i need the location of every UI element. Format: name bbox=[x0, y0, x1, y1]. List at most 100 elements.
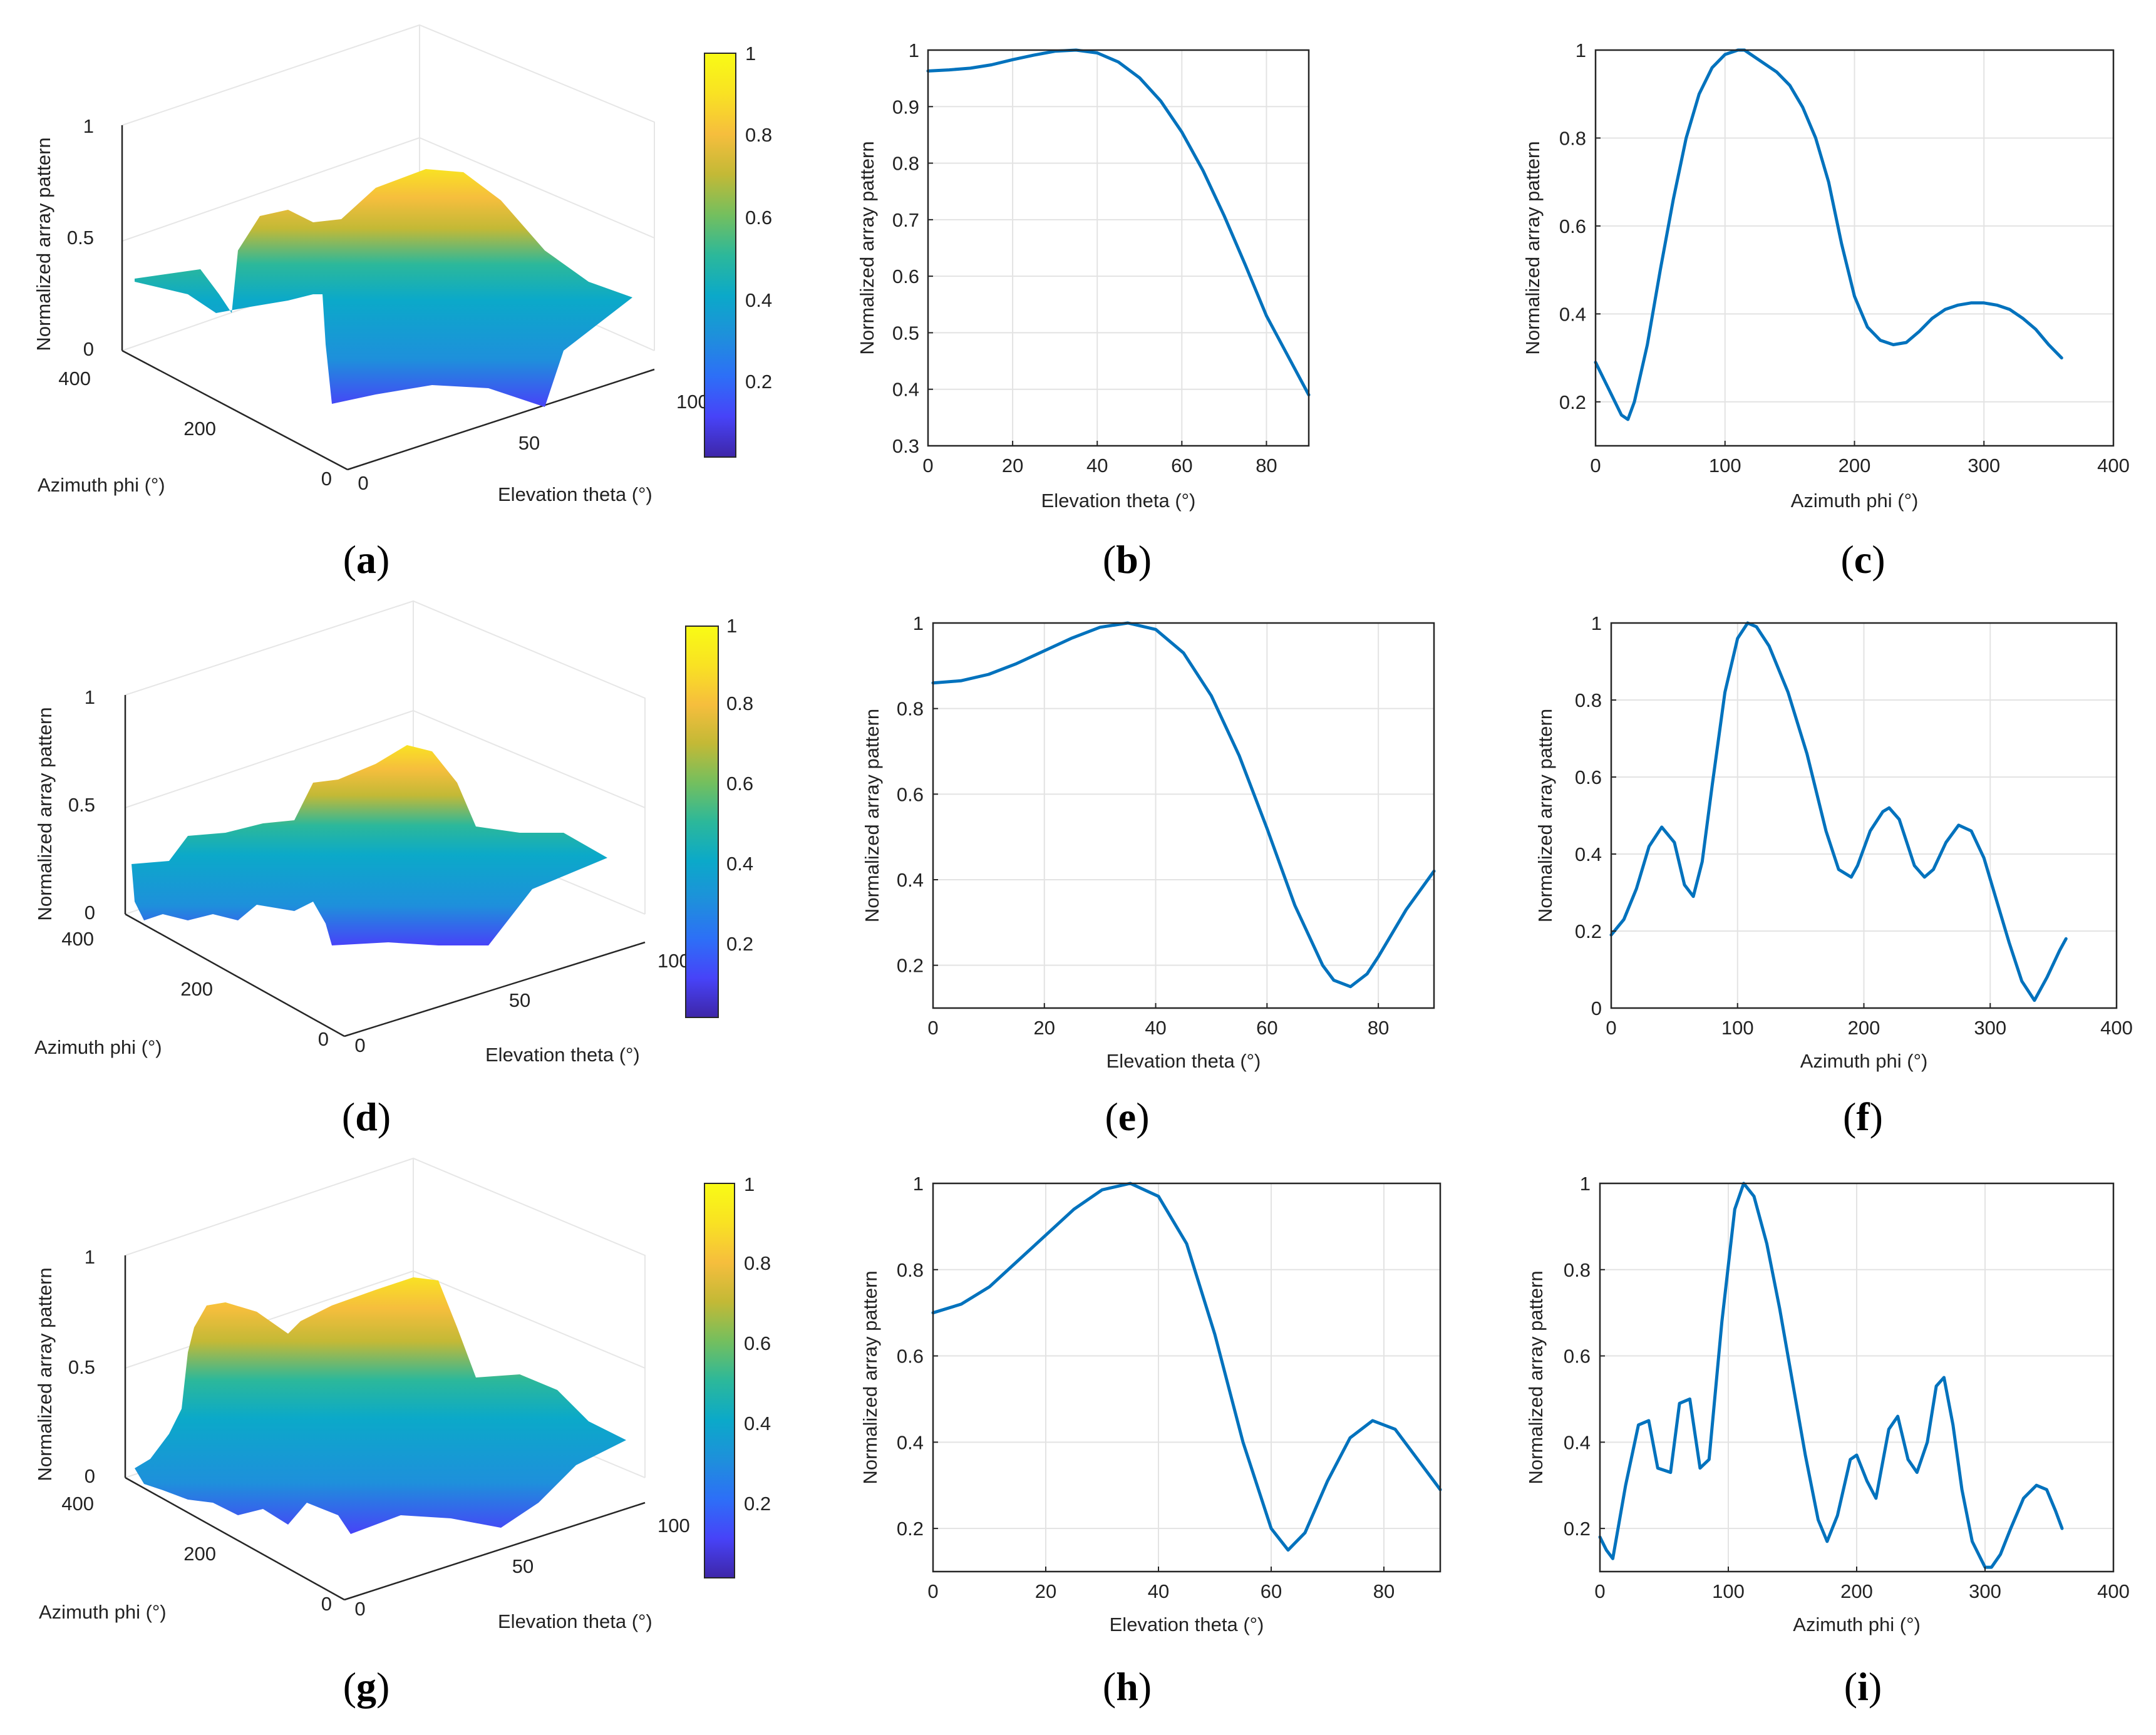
panel-c: (c) 0 100 200 300 400 0.2 0.4 0.6 0.8 1 Azimuth ph… bbox=[1522, 39, 2130, 582]
y-tick-label: 0.6 bbox=[1575, 766, 1602, 788]
colorbar-tick: 0.6 bbox=[726, 773, 753, 795]
series-line bbox=[931, 621, 1436, 989]
ztick: 0.5 bbox=[68, 794, 95, 816]
y-tick-label: 0.2 bbox=[897, 1518, 924, 1540]
y-tick-label: 0.2 bbox=[1575, 920, 1602, 942]
ztick: 0 bbox=[85, 902, 95, 924]
panel-label: (b) bbox=[1103, 537, 1152, 582]
x-axis-label: Azimuth phi (°) bbox=[1793, 1614, 1921, 1635]
colorbar-gradient bbox=[685, 626, 719, 1018]
y-axis-label: Normalized array pattern bbox=[1522, 141, 1544, 354]
y-tick-label: 0.6 bbox=[1564, 1346, 1591, 1367]
ytick: 50 bbox=[509, 989, 530, 1011]
ytick: 100 bbox=[658, 950, 690, 972]
x-axis-label: Azimuth phi (°) bbox=[1791, 490, 1919, 512]
panel-d: 0 0.5 1 400 200 0 0 50 100 Normalized ar… bbox=[34, 600, 753, 1139]
colorbar-tick: 0.8 bbox=[726, 692, 753, 714]
colorbar-tick: 1 bbox=[744, 1173, 755, 1195]
grid bbox=[927, 49, 1309, 446]
panel-g: 0 0.5 1 400 200 0 0 50 100 Normalized ar… bbox=[34, 1157, 771, 1709]
panel-e: (e) 0 20 40 60 80 0.2 0.4 0.6 0.8 1 Elevation thet… bbox=[861, 612, 1436, 1139]
y-tick-label: 0.7 bbox=[892, 209, 919, 231]
x-tick-label: 40 bbox=[1148, 1580, 1169, 1602]
x-axis-label: Azimuth phi (°) bbox=[38, 474, 165, 496]
panel-label: (a) bbox=[343, 537, 390, 582]
panel-i: (i) 0 100 200 300 400 0.2 0.4 0.6 0.8 1 Azimuth ph… bbox=[1525, 1173, 2130, 1709]
y-tick-label: 0.6 bbox=[897, 1346, 924, 1367]
y-tick-label: 0.4 bbox=[892, 379, 919, 401]
x-tick-label: 100 bbox=[1721, 1017, 1754, 1039]
ytick: 100 bbox=[658, 1515, 690, 1537]
y-tick-label: 0.4 bbox=[1575, 843, 1602, 865]
colorbar-tick: 0.4 bbox=[726, 853, 753, 875]
ytick: 0 bbox=[354, 1034, 365, 1056]
y-tick-label: 0.8 bbox=[892, 153, 919, 175]
ytick: 100 bbox=[676, 391, 709, 413]
x-tick-label: 0 bbox=[922, 455, 933, 476]
x-tick-label: 200 bbox=[1839, 455, 1871, 476]
y-tick-label: 1 bbox=[1580, 1173, 1591, 1195]
ztick: 0 bbox=[83, 338, 94, 360]
plot-frame bbox=[927, 49, 1310, 447]
y-tick-label: 0.2 bbox=[1564, 1518, 1591, 1540]
x-tick-label: 400 bbox=[2097, 455, 2130, 476]
xtick: 200 bbox=[183, 418, 216, 440]
plot-frame bbox=[932, 1182, 1442, 1573]
colorbar-gradient bbox=[704, 1183, 735, 1578]
xtick: 200 bbox=[183, 1543, 216, 1565]
x-axis-label: Azimuth phi (°) bbox=[1800, 1050, 1928, 1072]
y-tick-label: 0.4 bbox=[897, 1431, 924, 1453]
x-tick-label: 60 bbox=[1261, 1580, 1282, 1602]
y-tick-label: 0.5 bbox=[892, 322, 919, 344]
series-line bbox=[1594, 48, 2063, 421]
surface-shape bbox=[135, 169, 632, 407]
colorbar: 0.2 0.4 0.6 0.8 1 bbox=[704, 1173, 771, 1578]
x-tick-label: 40 bbox=[1145, 1017, 1166, 1039]
x-tick-label: 100 bbox=[1712, 1580, 1745, 1602]
panel-label: (c) bbox=[1840, 537, 1885, 582]
z-axis-label: Normalized array pattern bbox=[34, 1267, 56, 1481]
y-tick-label: 1 bbox=[913, 1173, 924, 1195]
x-axis-label: Azimuth phi (°) bbox=[34, 1036, 162, 1058]
y-tick-label: 0.3 bbox=[892, 435, 919, 457]
xtick: 0 bbox=[318, 1028, 329, 1050]
x-tick-label: 80 bbox=[1256, 455, 1277, 476]
colorbar-tick: 0.2 bbox=[744, 1493, 771, 1515]
ztick: 0.5 bbox=[67, 227, 94, 249]
ytick: 50 bbox=[518, 432, 540, 454]
ztick: 0 bbox=[85, 1465, 95, 1487]
panel-label: (f) bbox=[1843, 1094, 1883, 1139]
y-tick-label: 0.8 bbox=[1564, 1259, 1591, 1281]
x-tick-label: 40 bbox=[1086, 455, 1108, 476]
colorbar: 0.2 0.4 0.6 0.8 1 bbox=[704, 43, 772, 458]
colorbar: 0.2 0.4 0.6 0.8 1 bbox=[685, 615, 753, 1018]
z-axis-label: Normalized array pattern bbox=[34, 707, 56, 920]
panel-label: (h) bbox=[1103, 1664, 1152, 1709]
x-tick-label: 300 bbox=[1969, 1580, 2001, 1602]
x-tick-label: 0 bbox=[927, 1580, 938, 1602]
y-tick-label: 1 bbox=[1591, 612, 1602, 634]
y-tick-label: 1 bbox=[1576, 39, 1586, 61]
plot-frame bbox=[932, 622, 1435, 1009]
x-axis-label: Azimuth phi (°) bbox=[39, 1601, 167, 1623]
ztick: 1 bbox=[83, 115, 94, 137]
xtick: 0 bbox=[321, 1593, 332, 1615]
colorbar-tick: 0.6 bbox=[745, 207, 772, 229]
surface-axes bbox=[121, 125, 655, 471]
x-tick-label: 300 bbox=[1968, 455, 2000, 476]
x-tick-label: 60 bbox=[1256, 1017, 1277, 1039]
y-tick-label: 0.8 bbox=[897, 1259, 924, 1281]
y-tick-label: 0.6 bbox=[1559, 215, 1586, 237]
x-tick-label: 60 bbox=[1171, 455, 1192, 476]
y-tick-label: 0.2 bbox=[897, 955, 924, 977]
ztick: 1 bbox=[85, 1246, 95, 1268]
colorbar-tick: 0.2 bbox=[726, 933, 753, 955]
y-tick-label: 0.6 bbox=[897, 783, 924, 805]
panel-h: (h) 0 20 40 60 80 0.2 0.4 0.6 0.8 1 Elevation thet… bbox=[859, 1173, 1442, 1709]
colorbar-tick: 1 bbox=[745, 43, 756, 64]
panel-label: (e) bbox=[1105, 1094, 1149, 1139]
panel-f: (f) 0 100 200 300 400 0 0.2 0.4 0.6 0.8 1 Azimuth p… bbox=[1534, 612, 2133, 1139]
x-tick-label: 0 bbox=[1590, 455, 1601, 476]
y-tick-label: 1 bbox=[913, 612, 924, 634]
